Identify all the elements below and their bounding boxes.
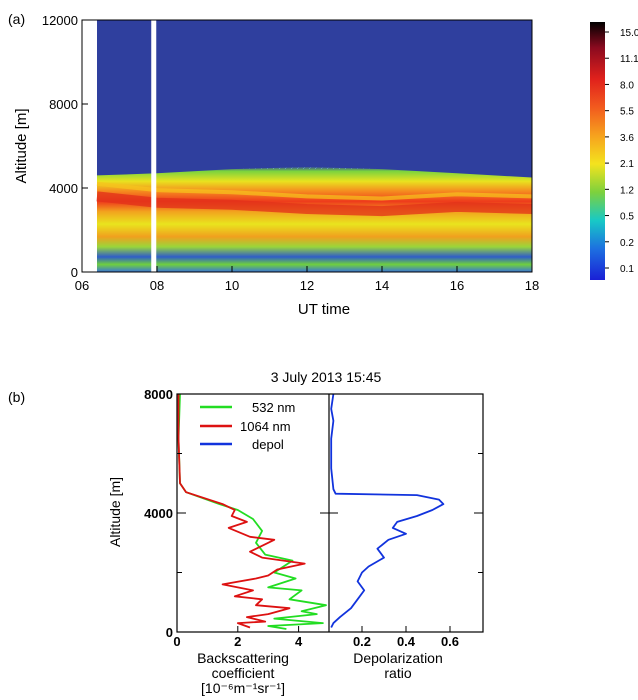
profile-right-xtick-label: 0.2 — [353, 634, 371, 649]
heatmap-xtick-label: 10 — [225, 278, 239, 293]
heatmap-axes: 06 08 10 12 14 16 18 0 4000 8000 12000 — [42, 13, 539, 293]
profile-left-xlabel: coefficient — [212, 665, 275, 681]
colorbar-tick-label: 5.5 — [620, 107, 634, 118]
profile-ytick-label: 4000 — [144, 506, 173, 521]
heatmap-xtick-label: 06 — [75, 278, 89, 293]
profile-left-xtick-label: 4 — [295, 634, 303, 649]
colorbar-ticks: 15.0 11.1 8.0 5.5 3.6 2.1 1.2 0.5 0.2 0.1 — [605, 28, 638, 275]
upper-aerosol-band — [96, 181, 532, 201]
panel-b-label: (b) — [8, 389, 25, 405]
profile-ylabel: Altitude [m] — [107, 477, 123, 547]
colorbar-tick-label: 1.2 — [620, 185, 634, 196]
profile-lines — [177, 394, 445, 630]
profile-left-xtick-label: 2 — [234, 634, 241, 649]
colorbar-tick-label: 15.0 — [620, 28, 638, 39]
profile-right-xlabel: Depolarization — [353, 650, 443, 666]
colorbar-tick-label: 0.5 — [620, 212, 634, 223]
heatmap-ytick-label: 12000 — [42, 13, 78, 28]
heatmap-xlabel: UT time — [298, 301, 350, 318]
legend-532-label: 532 nm — [252, 400, 295, 415]
aerosol-layer-top — [97, 20, 532, 178]
colorbar-tick-label: 8.0 — [620, 80, 634, 91]
profile-line-2 — [330, 394, 445, 628]
colorbar-tick-label: 3.6 — [620, 133, 634, 144]
heatmap-xtick-label: 16 — [450, 278, 464, 293]
data-gap — [151, 20, 157, 272]
colorbar-tick-label: 2.1 — [620, 159, 634, 170]
profile-ytick-label: 8000 — [144, 387, 173, 402]
profile-line-1 — [177, 394, 306, 629]
profile-left-xlabel: Backscattering — [197, 650, 289, 666]
colorbar-tick-label: 11.1 — [620, 54, 638, 65]
legend-depol-label: depol — [252, 437, 284, 452]
heatmap-xtick-label: 08 — [150, 278, 164, 293]
profile-right-xtick-label: 0.4 — [397, 634, 416, 649]
profile-title: 3 July 2013 15:45 — [271, 369, 382, 385]
profile-axes: 0 4000 8000 0 2 4 0.2 0.4 0.6 — [144, 387, 483, 649]
heatmap-ytick-label: 0 — [71, 265, 78, 280]
heatmap-xtick-label: 12 — [300, 278, 314, 293]
profile-left-xtick-label: 0 — [173, 634, 180, 649]
profile-ytick-label: 0 — [166, 625, 173, 640]
panel-a-label: (a) — [8, 11, 25, 27]
colorbar — [590, 22, 605, 280]
profile-left-xlabel: [10⁻⁶m⁻¹sr⁻¹] — [201, 680, 285, 696]
heatmap-ytick-label: 4000 — [49, 181, 78, 196]
legend-1064-label: 1064 nm — [240, 419, 291, 434]
colorbar-tick-label: 0.2 — [620, 238, 634, 249]
heatmap-xtick-label: 18 — [525, 278, 539, 293]
colorbar-tick-label: 0.1 — [620, 264, 634, 275]
heatmap-xtick-label: 14 — [375, 278, 389, 293]
heatmap-ylabel: Altitude [m] — [13, 108, 30, 183]
heatmap-plot — [82, 20, 532, 272]
profile-legend: 532 nm 1064 nm depol — [200, 400, 295, 452]
profile-right-xtick-label: 0.6 — [441, 634, 459, 649]
heatmap-ytick-label: 8000 — [49, 97, 78, 112]
dense-aerosol-layer — [96, 191, 532, 217]
profile-right-xlabel: ratio — [384, 665, 411, 681]
